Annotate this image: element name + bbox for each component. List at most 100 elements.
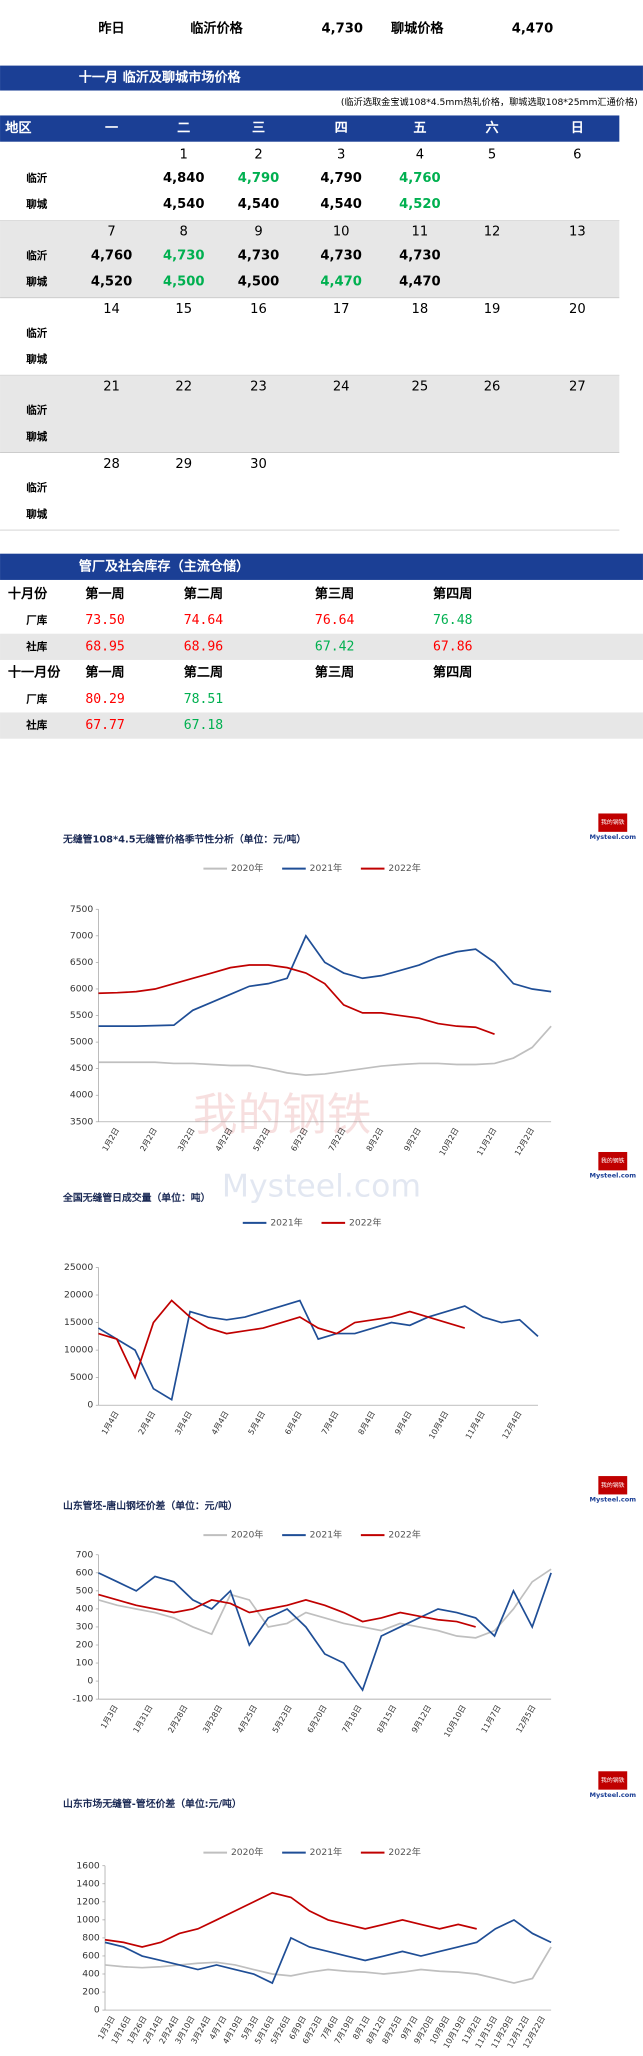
- row-label: 临沂: [26, 481, 47, 494]
- chart-title: 山东管坯-唐山钢坯价差（单位：元/吨）: [63, 1499, 238, 1512]
- legend-label: 2020年: [231, 1529, 264, 1541]
- inventory-value: 68.96: [184, 639, 224, 654]
- legend-label: 2020年: [231, 862, 264, 874]
- legend-label: 2021年: [310, 862, 343, 874]
- y-tick-label: 700: [76, 1549, 94, 1560]
- calendar-note: (临沂选取金宝诚108*4.5mm热轧价格，聊城选取108*25mm汇通价格): [341, 96, 638, 108]
- y-tick-label: 5000: [70, 1372, 94, 1383]
- calendar-header: 一: [105, 121, 118, 136]
- row-label: 聊城: [26, 507, 47, 520]
- y-tick-label: 600: [82, 1950, 100, 1961]
- price: 4,470: [399, 275, 440, 290]
- date: 18: [412, 302, 429, 317]
- date: 27: [569, 380, 586, 395]
- series-line: [98, 1025, 552, 1076]
- y-tick-label: 200: [82, 1987, 100, 1998]
- inventory-value: 76.64: [315, 613, 355, 628]
- calendar-header-bar: [0, 115, 620, 142]
- chart-title: 全国无缝管日成交量（单位：吨）: [62, 1191, 210, 1204]
- inventory-value: 73.50: [85, 613, 125, 628]
- date: 12: [484, 225, 501, 240]
- y-tick-label: 3500: [70, 1116, 94, 1127]
- logo-mark: [598, 813, 628, 832]
- y-tick-label: 1000: [76, 1914, 100, 1925]
- row-label: 临沂: [26, 171, 47, 184]
- week-name: 第二周: [184, 585, 223, 602]
- date: 10: [333, 225, 350, 240]
- legend-label: 2021年: [310, 1846, 343, 1858]
- y-tick-label: 400: [82, 1968, 100, 1979]
- date: 28: [103, 457, 120, 472]
- date: 1: [180, 147, 188, 162]
- y-tick-label: 1200: [76, 1896, 100, 1907]
- row-label: 聊城: [26, 353, 47, 366]
- week-row-bg: [0, 220, 620, 298]
- week-row-bg: [0, 375, 620, 453]
- legend-label: 2021年: [270, 1216, 303, 1228]
- logo-cn: 我的钢铁: [601, 818, 625, 826]
- inventory-value: 78.51: [184, 692, 223, 707]
- series-line: [98, 1299, 466, 1380]
- y-tick-label: 600: [76, 1567, 94, 1578]
- inventory-value: 67.77: [85, 718, 124, 733]
- row-name: 社库: [25, 719, 47, 732]
- week-name: 第一周: [85, 585, 124, 602]
- price: 4,520: [91, 275, 132, 290]
- legend-label: 2021年: [310, 1529, 343, 1541]
- price: 4,500: [238, 275, 279, 290]
- inventory-row-bg: [0, 712, 643, 739]
- logo-cn: 我的钢铁: [601, 1481, 625, 1489]
- row-label: 聊城: [26, 430, 47, 443]
- date: 11: [412, 225, 429, 240]
- price: 4,840: [163, 171, 204, 186]
- legend-label: 2022年: [349, 1216, 382, 1228]
- y-tick-label: 1600: [76, 1860, 100, 1871]
- summary-label: 昨日: [98, 19, 124, 36]
- row-label: 临沂: [26, 326, 47, 339]
- logo-mark: [598, 1151, 628, 1171]
- chart-title: 山东市场无缝管-管坯价差（单位:元/吨）: [63, 1797, 242, 1810]
- date: 2: [254, 147, 262, 162]
- logo-en: Mysteel.com: [589, 1791, 636, 1799]
- logo-cn: 我的钢铁: [601, 1776, 625, 1784]
- series-line: [104, 1891, 477, 1948]
- legend-label: 2022年: [388, 1529, 421, 1541]
- date: 25: [412, 380, 429, 395]
- calendar-header: 五: [413, 121, 426, 136]
- y-tick-label: 1400: [76, 1878, 100, 1889]
- date: 14: [103, 302, 120, 317]
- logo-en: Mysteel.com: [589, 1496, 636, 1504]
- date: 21: [103, 380, 120, 395]
- inventory-value: 67.86: [433, 639, 473, 654]
- logo-en: Mysteel.com: [589, 833, 636, 841]
- series-line: [104, 1918, 552, 1985]
- series-line: [98, 934, 552, 1028]
- row-name: 社库: [25, 640, 47, 653]
- week-name: 第一周: [85, 664, 124, 681]
- inventory-value: 74.64: [184, 613, 224, 628]
- date: 9: [254, 225, 262, 240]
- series-line: [98, 964, 495, 1035]
- calendar-title-bar: [0, 65, 643, 91]
- y-tick-label: 0: [87, 1676, 93, 1687]
- date: 20: [569, 302, 586, 317]
- date: 16: [250, 302, 267, 317]
- price: 4,470: [320, 275, 361, 290]
- y-tick-label: 800: [82, 1932, 100, 1943]
- date: 23: [250, 380, 267, 395]
- price: 4,760: [399, 171, 440, 186]
- row-label: 临沂: [26, 404, 47, 417]
- month-name: 十一月份: [8, 664, 61, 681]
- price: 4,730: [320, 248, 361, 263]
- calendar-header: 六: [486, 119, 499, 136]
- row-label: 临沂: [26, 249, 47, 262]
- price: 4,540: [238, 197, 279, 212]
- row-label: 聊城: [26, 275, 47, 288]
- series-line: [98, 1568, 552, 1639]
- y-tick-label: 6000: [70, 983, 94, 994]
- date: 29: [175, 457, 192, 472]
- inventory-row-bg: [0, 633, 643, 660]
- inventory-title: 管厂及社会库存（主流仓储）: [79, 557, 249, 574]
- logo-mark: [598, 1771, 628, 1790]
- price: 4,500: [163, 275, 204, 290]
